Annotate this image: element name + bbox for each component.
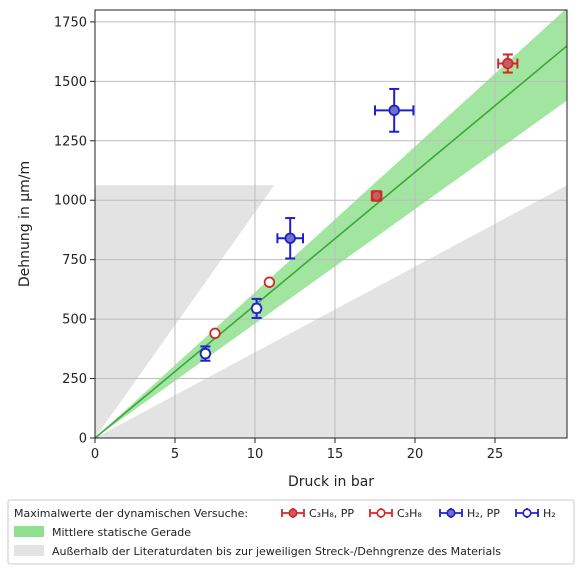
series-4	[199, 297, 263, 362]
data-point	[209, 327, 221, 340]
marker	[209, 327, 221, 340]
y-tick-label: 1750	[54, 15, 87, 30]
data-point	[199, 345, 212, 362]
legend-title: Maximalwerte der dynamischen Versuche:	[14, 507, 248, 520]
y-axis-ticks: 0 250 500 750 1000 1250 1500 1750	[54, 15, 95, 447]
y-tick-label: 250	[62, 372, 87, 387]
x-tick-label: 25	[487, 447, 504, 462]
legend-marker	[376, 508, 386, 518]
mean-line	[95, 45, 567, 438]
y-tick-label: 1500	[54, 75, 87, 90]
legend-entry-4: H₂	[515, 507, 556, 520]
plot-frame	[94, 9, 568, 439]
legend-series-label: H₂, PP	[467, 507, 500, 520]
legend-entry-2: C₃H₈	[369, 507, 422, 520]
marker	[388, 104, 400, 117]
x-axis-label: Druck in bar	[288, 474, 374, 490]
legend-band-label: Mittlere statische Gerade	[52, 526, 191, 539]
legend-region-swatch	[14, 545, 44, 556]
legend-series-label: C₃H₈	[397, 507, 422, 520]
marker	[502, 57, 514, 70]
marker	[370, 190, 383, 202]
y-tick-label: 0	[79, 432, 87, 447]
mean-static-line	[95, 45, 567, 438]
outside-region-2	[95, 185, 567, 438]
legend-marker	[522, 508, 532, 518]
data-point	[497, 53, 519, 74]
data-point	[250, 297, 263, 319]
legend-marker	[288, 508, 298, 518]
y-tick-label: 1250	[54, 134, 87, 149]
y-axis-label: Dehnung in µm/m	[17, 161, 33, 287]
series-2	[209, 276, 276, 340]
legend-series-label: C₃H₈, PP	[309, 507, 354, 520]
legend-region-label: Außerhalb der Literaturdaten bis zur jew…	[52, 545, 501, 558]
x-axis-ticks: 0 5 10 15 20 25	[91, 438, 503, 462]
legend-series: C₃H₈, PP C₃H₈ H₂, PP H₂	[281, 507, 556, 520]
x-tick-label: 5	[171, 447, 179, 462]
x-tick-label: 0	[91, 447, 99, 462]
marker	[250, 302, 263, 315]
data-point	[374, 87, 415, 133]
x-tick-label: 15	[327, 447, 344, 462]
outside-region-1	[95, 185, 275, 438]
legend-band-swatch	[14, 526, 44, 537]
data-point	[370, 190, 383, 202]
data-points	[199, 53, 519, 362]
legend-box	[7, 499, 575, 565]
marker	[263, 276, 276, 288]
grid	[95, 10, 567, 438]
series-1	[370, 53, 519, 202]
y-tick-label: 1000	[54, 194, 87, 209]
legend-entry-1: C₃H₈, PP	[281, 507, 354, 520]
x-tick-label: 20	[407, 447, 424, 462]
legend-series-label: H₂	[543, 507, 556, 520]
outside-literature-regions	[95, 185, 567, 438]
y-tick-label: 500	[62, 313, 87, 328]
legend-marker	[446, 508, 456, 518]
x-tick-label: 10	[247, 447, 264, 462]
y-tick-label: 750	[62, 253, 87, 268]
legend: Maximalwerte der dynamischen Versuche: C…	[7, 499, 575, 565]
marker	[199, 347, 212, 360]
legend-entry-3: H₂, PP	[439, 507, 500, 520]
data-point	[276, 217, 304, 260]
marker	[284, 232, 296, 244]
series-3	[276, 87, 415, 260]
data-point	[263, 276, 276, 288]
